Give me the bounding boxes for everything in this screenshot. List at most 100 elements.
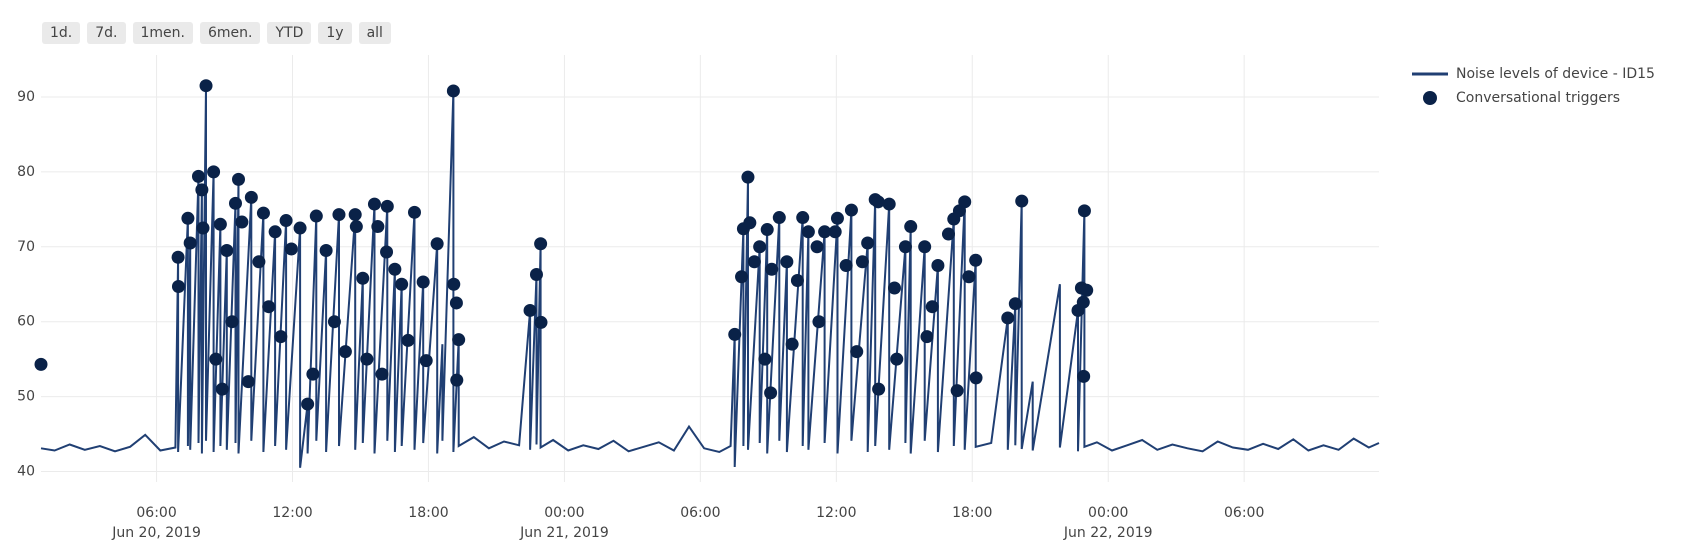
trigger-point [920,330,934,344]
trigger-point [1080,283,1094,297]
trigger-point [861,236,875,250]
trigger-point [1077,204,1091,218]
trigger-point [348,208,362,222]
trigger-point [232,172,246,186]
trigger-point [764,386,778,400]
trigger-point [220,244,234,258]
trigger-point [765,262,779,276]
trigger-point [830,211,844,225]
x-tick-label: 12:00 [816,505,856,521]
trigger-point [1001,311,1015,325]
range-button[interactable]: 1men. [132,22,193,44]
trigger-point [380,199,394,213]
trigger-point [818,225,832,239]
trigger-point [327,315,341,329]
trigger-point [812,315,826,329]
trigger-point [268,225,282,239]
trigger-point [207,165,221,179]
trigger-point [419,354,433,368]
trigger-point [969,253,983,267]
x-tick-label: 06:00 [680,505,720,521]
trigger-point [790,273,804,287]
trigger-point [332,208,346,222]
trigger-point [319,244,333,258]
trigger-point [758,352,772,366]
trigger-point [360,352,374,366]
x-tick-label: 06:00 [1224,505,1264,521]
x-tick-label: 00:00 [1088,505,1128,521]
trigger-point [747,255,761,269]
trigger-point [753,240,767,254]
trigger-point [195,183,209,197]
trigger-point [941,227,955,241]
trigger-point [225,315,239,329]
trigger-point [430,237,444,251]
trigger-point [401,333,415,347]
y-tick-label: 80 [17,164,35,180]
trigger-point [925,300,939,314]
line [40,85,1380,468]
trigger-point [743,216,757,230]
trigger-point [199,79,213,93]
trigger-point [416,275,430,289]
trigger-point [844,203,858,217]
y-tick-label: 90 [17,89,35,105]
trigger-point [887,281,901,295]
trigger-point [446,84,460,98]
range-button[interactable]: 7d. [87,22,126,44]
legend-label: Noise levels of device - ID15 [1456,66,1655,82]
range-button[interactable]: 6men. [199,22,261,44]
trigger-point [785,337,799,351]
trigger-point [395,277,409,291]
range-button[interactable]: 1y [318,22,352,44]
trigger-point [534,315,548,329]
trigger-point [969,371,983,385]
range-button[interactable]: all [358,22,391,44]
range-button[interactable]: YTD [267,22,312,44]
trigger-point [244,190,258,204]
trigger-point [449,296,463,310]
trigger-point [839,259,853,273]
range-selector: 1d. 7d. 1men. 6men. YTD 1y all [42,22,391,44]
trigger-point [447,277,461,291]
trigger-point [284,242,298,256]
trigger-point [855,255,869,269]
trigger-point [181,211,195,225]
trigger-point [274,330,288,344]
trigger-point [780,255,794,269]
trigger-point [367,197,381,211]
trigger-point [958,195,972,209]
trigger-point [735,270,749,284]
trigger-point [918,240,932,254]
x-tick-label: 18:00 [952,505,992,521]
trigger-point [523,303,537,317]
trigger-point [301,397,315,411]
legend-label: Conversational triggers [1456,90,1620,106]
trigger-point [371,220,385,234]
trigger-point [293,221,307,235]
trigger-point [241,375,255,389]
trigger-point [209,352,223,366]
legend-marker [1423,91,1437,105]
trigger-point [213,217,227,231]
trigger-point [171,250,185,264]
trigger-point [1076,295,1090,309]
trigger-point [728,327,742,341]
x-tick-label: 18:00 [408,505,448,521]
x-tick-date: Jun 21, 2019 [519,525,609,541]
y-tick-label: 60 [17,314,35,330]
trigger-point [388,262,402,276]
trigger-point [375,367,389,381]
trigger-point [882,197,896,211]
range-button[interactable]: 1d. [42,22,81,44]
trigger-point [962,270,976,284]
trigger-point [801,225,815,239]
trigger-point [34,357,48,371]
trigger-point [904,220,918,234]
y-tick-label: 40 [17,464,35,480]
x-tick-label: 06:00 [136,505,176,521]
trigger-point [262,300,276,314]
trigger-point [1077,369,1091,383]
trigger-point [183,236,197,250]
